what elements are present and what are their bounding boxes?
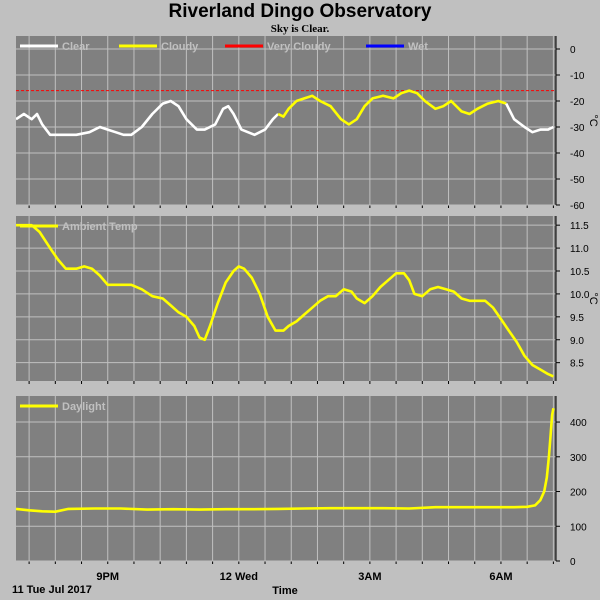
y-tick-label: 100 xyxy=(570,522,587,533)
y-tick-label: 10.0 xyxy=(570,290,590,301)
y-tick-label: 9.0 xyxy=(570,336,584,347)
legend-entry: Daylight xyxy=(62,401,106,413)
y-tick-label: 11.5 xyxy=(570,221,589,232)
legend-entry: Wet xyxy=(408,41,428,53)
y-tick-label: 0 xyxy=(570,45,576,56)
plot-area-daylight xyxy=(16,396,556,561)
y-axis-label: °C xyxy=(587,292,599,304)
y-tick-label: -50 xyxy=(570,175,585,186)
page-title: Riverland Dingo Observatory xyxy=(168,1,432,22)
x-tick-label: 3AM xyxy=(358,571,381,583)
y-tick-label: -60 xyxy=(570,201,585,212)
series-line-clear xyxy=(505,103,554,134)
y-tick-label: 11.0 xyxy=(570,244,589,255)
date-label: 11 Tue Jul 2017 xyxy=(12,584,92,596)
x-tick-label: 12 Wed xyxy=(220,571,258,583)
y-tick-label: 8.5 xyxy=(570,359,584,370)
legend-entry: Cloudy xyxy=(161,41,199,53)
y-tick-label: -40 xyxy=(570,149,585,160)
x-tick-label: 6AM xyxy=(489,571,512,583)
x-tick-label: 9PM xyxy=(96,571,119,583)
y-tick-label: 0 xyxy=(570,557,576,568)
series-line-ambient-temp xyxy=(16,223,554,378)
series-line-daylight xyxy=(16,407,555,513)
y-tick-label: 400 xyxy=(570,418,587,429)
series-line-clear xyxy=(16,99,280,137)
y-tick-label: -10 xyxy=(570,71,585,82)
y-tick-label: 9.5 xyxy=(570,313,584,324)
legend-entry: Ambient Temp xyxy=(62,221,138,233)
y-tick-label: 300 xyxy=(570,453,587,464)
y-tick-label: 200 xyxy=(570,488,587,499)
y-axis-label: °C xyxy=(587,114,599,126)
legend-entry: Very Cloudy xyxy=(267,41,331,53)
legend-entry: Clear xyxy=(62,41,90,53)
y-tick-label: -30 xyxy=(570,123,585,134)
x-axis-label: Time xyxy=(272,585,297,597)
plot-area-sky xyxy=(16,36,556,205)
series-line-cloudy xyxy=(277,89,507,126)
sky-status: Sky is Clear. xyxy=(270,23,330,35)
y-tick-label: -20 xyxy=(570,97,585,108)
y-tick-label: 10.5 xyxy=(570,267,590,278)
